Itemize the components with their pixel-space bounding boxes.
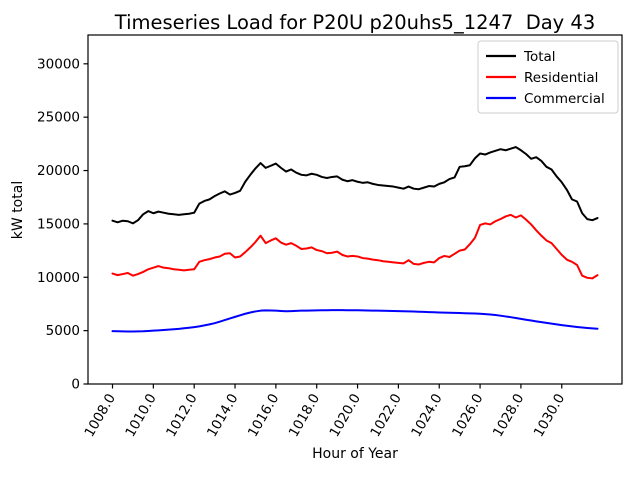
residential-line [111,213,599,280]
chart-title: Timeseries Load for P20U p20uhs5_1247 Da… [114,11,595,34]
legend-item-commercial: Commercial [486,91,605,107]
y-tick-label: 25000 [37,110,80,126]
y-axis-ticks: 0 5000 10000 15000 20000 25000 30000 [37,56,88,393]
total-line [111,146,599,225]
commercial-line [111,309,599,333]
y-axis-label: kW total [10,181,26,239]
legend-item-residential: Residential [486,70,598,86]
y-tick-label: 0 [71,377,80,393]
legend: Total Residential Commercial [477,40,619,114]
plot-area-border [87,34,623,385]
y-tick-label: 20000 [37,163,80,179]
x-axis-label: Hour of Year [312,446,398,462]
series-lines [111,146,599,333]
legend-label-total: Total [523,49,556,65]
legend-box [477,40,619,114]
y-tick-label: 5000 [46,323,80,339]
y-tick-label: 15000 [37,216,80,232]
legend-label-residential: Residential [524,70,598,86]
legend-item-total: Total [486,49,556,65]
legend-label-commercial: Commercial [524,91,605,107]
y-tick-label: 10000 [37,270,80,286]
y-tick-label: 30000 [37,56,80,72]
